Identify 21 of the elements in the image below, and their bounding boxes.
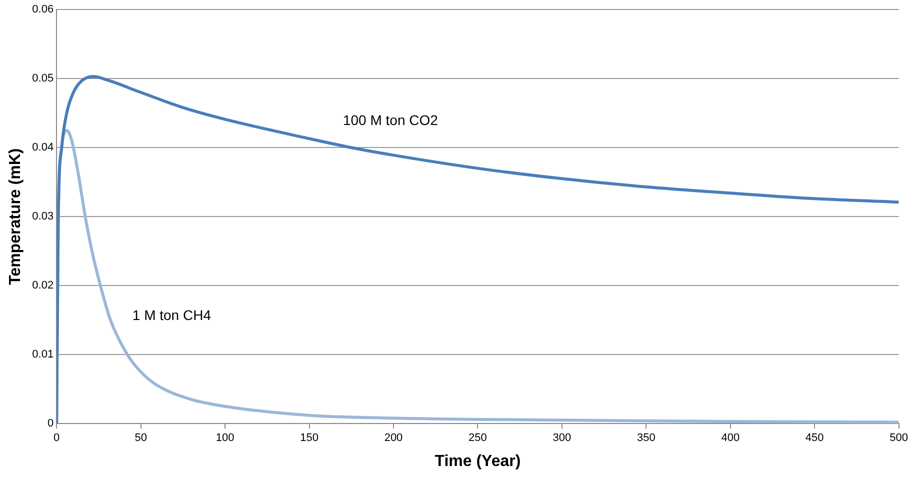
x-tick-label: 300	[552, 432, 572, 444]
y-axis-title: Temperature (mK)	[7, 148, 24, 285]
x-tick-label: 200	[384, 432, 403, 444]
y-tick-label: 0.06	[32, 4, 54, 16]
x-tick-label: 400	[721, 432, 740, 444]
y-tick-label: 0.05	[32, 72, 54, 85]
x-tick-label: 100	[216, 432, 234, 444]
x-tick-label: 50	[134, 432, 147, 444]
x-tick-label: 250	[468, 432, 487, 444]
series-label: 100 M ton CO2	[342, 112, 438, 128]
x-tick-label: 350	[636, 432, 656, 444]
y-tick-label: 0.04	[32, 142, 54, 154]
x-axis-title: Time (Year)	[434, 452, 521, 470]
y-tick-label: 0.02	[32, 280, 54, 292]
x-tick-label: 150	[300, 432, 318, 444]
series-label: 1 M ton CH4	[132, 306, 212, 323]
x-tick-label: 500	[890, 432, 908, 444]
y-tick-label: 0	[47, 418, 54, 430]
x-tick-label: 450	[805, 432, 824, 444]
y-tick-label: 0.03	[32, 210, 54, 223]
y-tick-label: 0.01	[32, 348, 54, 361]
